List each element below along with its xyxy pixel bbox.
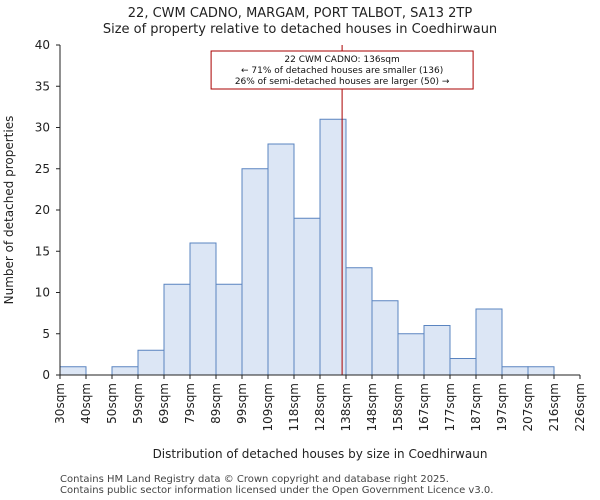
x-tick-label-109sqm: 109sqm	[261, 383, 275, 431]
bar-148sqm	[371, 300, 399, 376]
bar-50sqm	[111, 366, 139, 376]
bar-79sqm	[189, 242, 217, 376]
footer-licence: Contains public sector information licen…	[60, 485, 494, 496]
x-tick-label-207sqm: 207sqm	[521, 383, 535, 431]
x-tick-label-40sqm: 40sqm	[79, 383, 93, 424]
bar-69sqm	[163, 283, 191, 376]
x-tick-label-187sqm: 187sqm	[469, 383, 483, 431]
y-tick-label-25: 25	[35, 162, 50, 176]
x-tick-label-99sqm: 99sqm	[235, 383, 249, 424]
x-tick-label-177sqm: 177sqm	[443, 383, 457, 431]
bars-group	[59, 118, 555, 376]
y-tick-label-30: 30	[35, 121, 50, 135]
marker-group: 22 CWM CADNO: 136sqm← 71% of detached ho…	[210, 45, 474, 375]
x-tick-label-158sqm: 158sqm	[391, 383, 405, 431]
y-tick-label-0: 0	[42, 368, 50, 382]
annotation-box	[210, 50, 474, 90]
x-tick-label-69sqm: 69sqm	[157, 383, 171, 424]
bar-138sqm	[345, 267, 373, 376]
x-tick-label-197sqm: 197sqm	[495, 383, 509, 431]
x-tick-label-118sqm: 118sqm	[287, 383, 301, 431]
x-tick-label-59sqm: 59sqm	[131, 383, 145, 424]
x-tick-label-167sqm: 167sqm	[417, 383, 431, 431]
y-ticks-group: 0 5 10 15 20 25 30 35 40	[35, 38, 60, 382]
y-tick-label-5: 5	[42, 327, 50, 341]
annotation-line-1: 22 CWM CADNO: 136sqm	[284, 55, 399, 65]
bar-109sqm	[267, 143, 295, 376]
y-tick-label-20: 20	[35, 203, 50, 217]
chart-title: 22, CWM CADNO, MARGAM, PORT TALBOT, SA13…	[127, 6, 473, 21]
bar-167sqm	[423, 325, 451, 376]
bar-118sqm	[293, 217, 321, 376]
bar-197sqm	[501, 366, 529, 376]
bar-158sqm	[397, 333, 425, 376]
y-tick-label-40: 40	[35, 38, 50, 52]
x-tick-label-226sqm: 226sqm	[573, 383, 587, 431]
annotation-line-3: 26% of semi-detached houses are larger (…	[235, 77, 450, 87]
x-tick-label-89sqm: 89sqm	[209, 383, 223, 424]
annotation-line-2: ← 71% of detached houses are smaller (13…	[241, 66, 443, 76]
x-tick-label-128sqm: 128sqm	[313, 383, 327, 431]
y-tick-label-15: 15	[35, 244, 50, 258]
bar-89sqm	[215, 283, 243, 376]
x-axis-label: Distribution of detached houses by size …	[153, 447, 488, 461]
x-ticks-group: 30sqm 40sqm 50sqm 59sqm 69sqm 79sqm 89sqm 99sqm…	[53, 375, 587, 431]
bar-59sqm	[137, 349, 165, 376]
bar-177sqm	[449, 358, 477, 376]
x-tick-label-50sqm: 50sqm	[105, 383, 119, 424]
y-axis-label: Number of detached properties	[2, 116, 16, 305]
bar-207sqm	[527, 366, 555, 376]
x-tick-label-216sqm: 216sqm	[547, 383, 561, 431]
x-tick-label-30sqm: 30sqm	[53, 383, 67, 424]
y-tick-label-10: 10	[35, 286, 50, 300]
x-tick-label-138sqm: 138sqm	[339, 383, 353, 431]
bar-99sqm	[241, 168, 269, 376]
x-tick-label-148sqm: 148sqm	[365, 383, 379, 431]
x-tick-label-79sqm: 79sqm	[183, 383, 197, 424]
bar-30sqm	[59, 366, 87, 376]
y-tick-label-35: 35	[35, 79, 50, 93]
bar-187sqm	[475, 308, 503, 376]
chart-subtitle: Size of property relative to detached ho…	[102, 22, 498, 37]
footer-copyright: Contains HM Land Registry data © Crown c…	[60, 474, 449, 485]
